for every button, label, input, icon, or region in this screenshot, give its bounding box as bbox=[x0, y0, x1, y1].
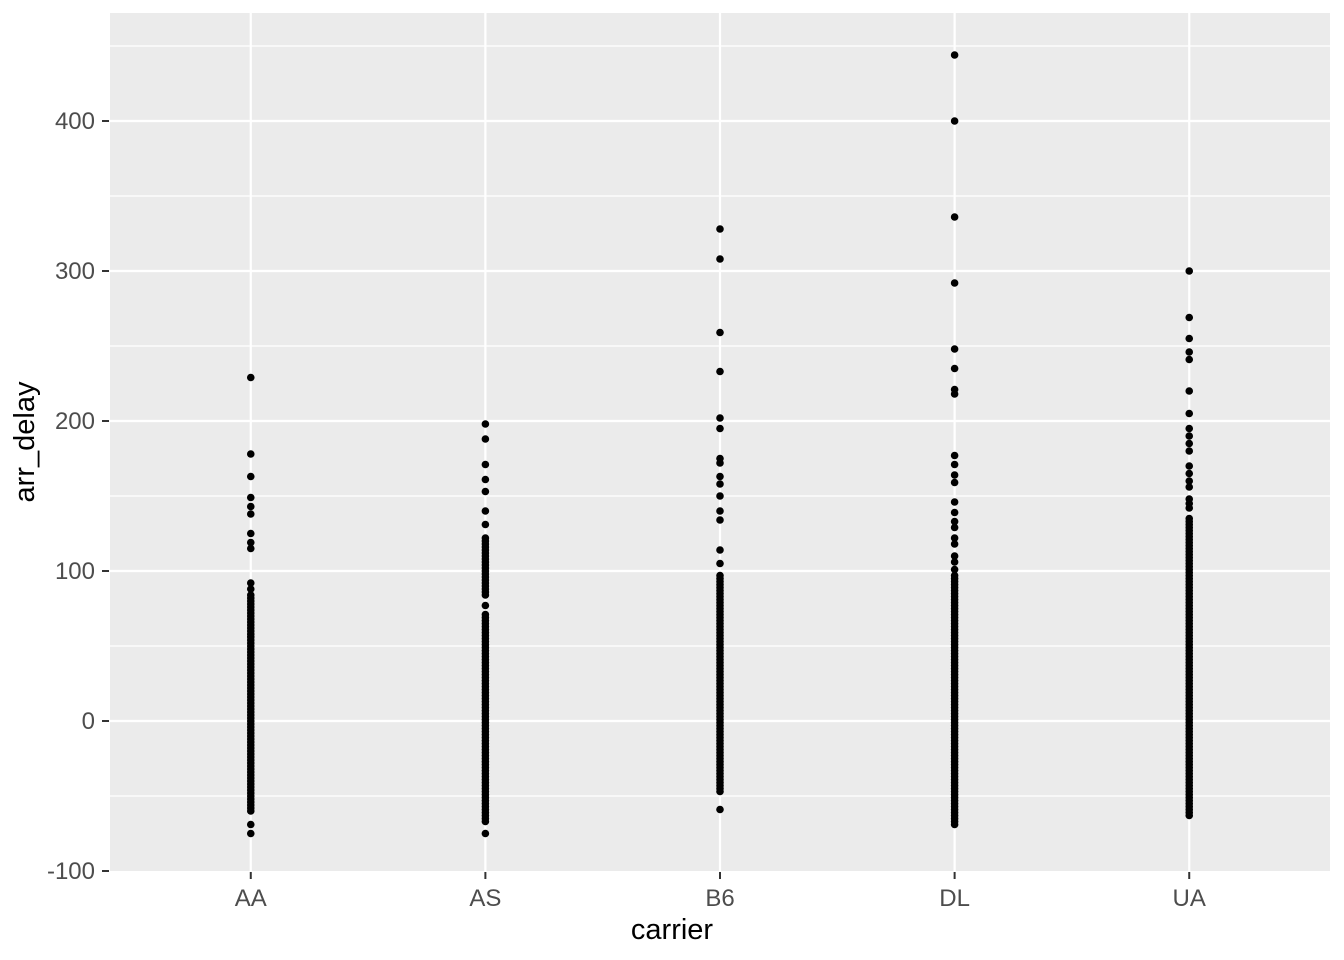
data-point bbox=[481, 487, 490, 496]
x-axis-title: carrier bbox=[630, 914, 714, 946]
data-point bbox=[1185, 432, 1194, 440]
data-point bbox=[716, 805, 724, 814]
data-point bbox=[950, 508, 959, 517]
data-point bbox=[1185, 811, 1194, 820]
data-point bbox=[481, 435, 490, 443]
data-point bbox=[1185, 313, 1194, 322]
x-tick-label: AS bbox=[469, 885, 501, 912]
data-point bbox=[481, 591, 490, 599]
data-point bbox=[481, 507, 490, 515]
data-point bbox=[950, 279, 959, 287]
data-point bbox=[246, 829, 255, 838]
y-tick-label: 0 bbox=[82, 708, 95, 735]
data-point bbox=[1185, 348, 1194, 356]
data-point bbox=[716, 225, 724, 233]
data-point bbox=[716, 787, 724, 796]
data-point bbox=[716, 480, 724, 488]
y-tick-label: 200 bbox=[55, 408, 95, 435]
data-point bbox=[950, 471, 959, 479]
data-point bbox=[246, 820, 255, 829]
data-point bbox=[1185, 267, 1194, 275]
data-point bbox=[950, 51, 959, 59]
data-point bbox=[1185, 355, 1194, 364]
data-point bbox=[716, 367, 724, 376]
data-point bbox=[716, 516, 724, 524]
data-point bbox=[481, 601, 490, 610]
y-tick-label: 100 bbox=[55, 558, 95, 585]
y-tick-label: -100 bbox=[47, 858, 95, 885]
data-point bbox=[950, 540, 959, 548]
data-point bbox=[950, 552, 959, 560]
data-point bbox=[950, 523, 959, 532]
data-point bbox=[481, 520, 490, 529]
data-point bbox=[950, 498, 959, 506]
data-point bbox=[950, 517, 959, 526]
data-point bbox=[481, 817, 490, 826]
data-point bbox=[1185, 477, 1194, 485]
data-point bbox=[716, 546, 724, 554]
data-point bbox=[1185, 447, 1194, 455]
data-point bbox=[716, 559, 724, 568]
data-point bbox=[246, 544, 255, 553]
y-tick-label: 400 bbox=[55, 108, 95, 135]
data-point bbox=[950, 460, 959, 469]
data-point bbox=[246, 472, 255, 481]
data-point bbox=[246, 493, 255, 502]
data-point bbox=[1185, 334, 1194, 343]
data-point bbox=[246, 373, 255, 382]
data-point bbox=[1185, 462, 1194, 470]
data-point bbox=[1185, 504, 1194, 512]
data-point bbox=[246, 529, 255, 538]
data-point bbox=[950, 820, 959, 829]
data-point bbox=[1185, 387, 1194, 395]
data-point bbox=[950, 478, 959, 487]
data-point bbox=[246, 579, 255, 587]
data-point bbox=[950, 534, 959, 542]
data-point bbox=[246, 502, 255, 511]
data-point bbox=[716, 328, 724, 337]
data-point bbox=[246, 807, 255, 815]
data-point bbox=[246, 538, 255, 547]
data-point bbox=[950, 213, 959, 221]
data-point bbox=[716, 255, 724, 263]
data-point bbox=[716, 507, 724, 515]
data-point bbox=[716, 459, 724, 467]
data-point bbox=[1185, 424, 1194, 433]
data-point bbox=[481, 475, 490, 484]
x-tick-label: DL bbox=[939, 885, 970, 912]
data-point bbox=[481, 420, 490, 428]
x-tick-label: B6 bbox=[705, 885, 734, 912]
data-point bbox=[481, 460, 490, 469]
data-point bbox=[950, 364, 959, 373]
y-axis-title: arr_delay bbox=[9, 381, 41, 503]
data-point bbox=[950, 345, 959, 353]
data-point bbox=[716, 492, 724, 500]
data-point bbox=[1185, 469, 1194, 478]
data-point bbox=[1185, 483, 1194, 491]
x-tick-label: AA bbox=[235, 885, 267, 912]
data-point bbox=[1185, 409, 1194, 418]
data-point bbox=[950, 558, 959, 566]
data-point bbox=[950, 565, 959, 574]
data-point bbox=[950, 117, 959, 125]
data-point bbox=[481, 829, 490, 838]
data-point bbox=[950, 390, 959, 398]
data-point bbox=[716, 414, 724, 422]
data-point bbox=[1185, 439, 1194, 448]
y-tick-label: 300 bbox=[55, 258, 95, 285]
data-point bbox=[246, 510, 255, 518]
data-point bbox=[246, 450, 255, 458]
data-point bbox=[716, 472, 724, 481]
data-point bbox=[246, 585, 255, 593]
data-point bbox=[950, 451, 959, 460]
data-point bbox=[716, 424, 724, 433]
x-tick-label: UA bbox=[1173, 885, 1206, 912]
